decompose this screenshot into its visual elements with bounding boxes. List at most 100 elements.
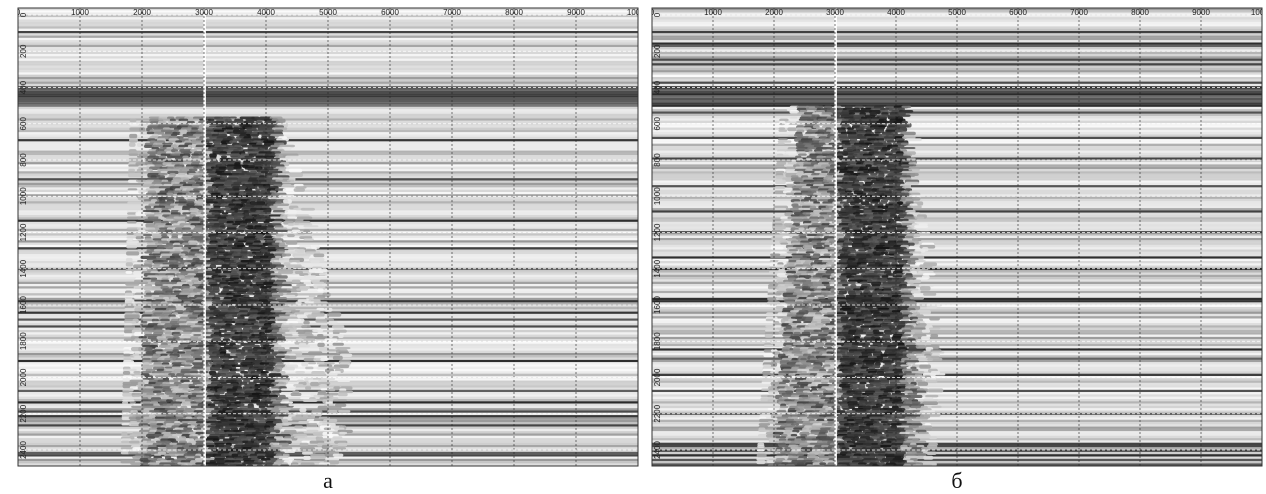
wave-blob: [189, 190, 199, 192]
y-tick-label: 200: [19, 44, 28, 58]
wave-blob: [221, 275, 227, 277]
wave-blob: [279, 145, 295, 147]
wave-blob: [914, 225, 928, 228]
trace-stripe: [652, 238, 1262, 240]
wave-blob: [882, 275, 889, 277]
wave-blob: [787, 251, 797, 253]
wave-blob: [239, 186, 247, 189]
wave-blob: [338, 410, 350, 412]
wave-blob: [909, 195, 922, 197]
wave-blob: [121, 449, 129, 451]
wave-blob: [774, 325, 781, 327]
trace-stripe: [652, 206, 1262, 208]
wave-blob: [785, 301, 796, 303]
wave-blob: [229, 134, 240, 136]
wave-blob: [189, 169, 198, 171]
wave-blob: [842, 284, 849, 286]
wave-blob: [271, 208, 283, 210]
wave-blob: [169, 395, 180, 397]
wave-blob: [778, 140, 792, 142]
wave-blob: [239, 127, 245, 129]
wave-blob: [154, 386, 163, 388]
wave-blob: [324, 338, 337, 341]
wave-blob: [824, 284, 830, 287]
panel-caption: а: [323, 468, 333, 493]
wave-blob: [196, 164, 204, 166]
trace-stripe: [652, 314, 1262, 316]
wave-blob: [815, 106, 824, 108]
wave-blob: [817, 175, 823, 177]
wave-blob: [287, 234, 295, 237]
wave-blob: [854, 230, 863, 232]
wave-blob: [232, 223, 240, 225]
wave-blob: [241, 273, 249, 275]
wave-blob: [157, 247, 164, 249]
wave-blob: [209, 123, 219, 125]
wave-blob: [825, 323, 835, 325]
wave-blob: [188, 297, 196, 300]
wave-blob: [871, 149, 878, 151]
wave-blob: [908, 169, 919, 171]
wave-blob: [826, 206, 834, 209]
wave-blob: [166, 197, 174, 199]
wave-blob: [179, 190, 191, 192]
wave-blob: [282, 467, 296, 471]
wave-blob: [223, 304, 232, 306]
wave-blob: [166, 351, 173, 353]
wave-blob: [149, 410, 161, 412]
wave-blob: [798, 153, 807, 155]
wave-blob: [123, 378, 130, 382]
wave-blob: [125, 282, 139, 286]
wave-blob: [793, 284, 800, 286]
trace-stripe: [652, 22, 1262, 24]
trace-stripe: [652, 190, 1262, 192]
wave-blob: [212, 299, 220, 302]
wave-blob: [123, 369, 137, 371]
wave-blob: [254, 467, 263, 470]
wave-blob: [152, 145, 164, 147]
wave-blob: [183, 151, 191, 153]
trace-stripe: [18, 222, 638, 224]
wave-blob: [157, 269, 166, 271]
wave-blob: [129, 143, 136, 147]
wave-blob: [265, 380, 275, 382]
wave-blob: [193, 188, 204, 190]
wave-blob: [173, 467, 185, 471]
wave-blob: [214, 345, 221, 348]
wave-blob: [246, 301, 256, 303]
wave-blob: [821, 208, 830, 210]
wave-blob: [278, 291, 291, 293]
wave-blob: [181, 280, 188, 282]
wave-blob: [250, 410, 260, 413]
wave-blob: [284, 423, 292, 425]
wave-blob: [320, 325, 328, 328]
wave-blob: [166, 147, 173, 149]
wave-blob: [261, 295, 272, 297]
wave-blob: [229, 399, 236, 401]
wave-blob: [874, 132, 880, 134]
wave-blob: [257, 395, 269, 397]
wave-blob: [333, 399, 347, 401]
wave-blob: [911, 291, 921, 294]
wave-blob: [158, 467, 167, 470]
wave-blob: [776, 162, 786, 165]
trace-stripe: [18, 130, 638, 132]
wave-blob: [880, 310, 892, 312]
wave-blob: [217, 321, 225, 323]
wave-blob: [207, 219, 219, 221]
wave-blob: [853, 188, 859, 190]
wave-blob: [865, 143, 872, 145]
wave-blob: [239, 143, 246, 145]
wave-blob: [301, 325, 310, 328]
wave-blob: [806, 271, 813, 274]
wave-blob: [849, 306, 855, 308]
wave-blob: [243, 221, 251, 223]
wave-blob: [918, 271, 934, 273]
wave-blob: [295, 371, 305, 373]
wave-blob: [777, 153, 783, 156]
wave-blob: [171, 134, 177, 137]
wave-blob: [291, 310, 301, 312]
wave-blob: [181, 362, 191, 364]
wave-blob: [161, 208, 168, 210]
wave-blob: [301, 362, 308, 366]
